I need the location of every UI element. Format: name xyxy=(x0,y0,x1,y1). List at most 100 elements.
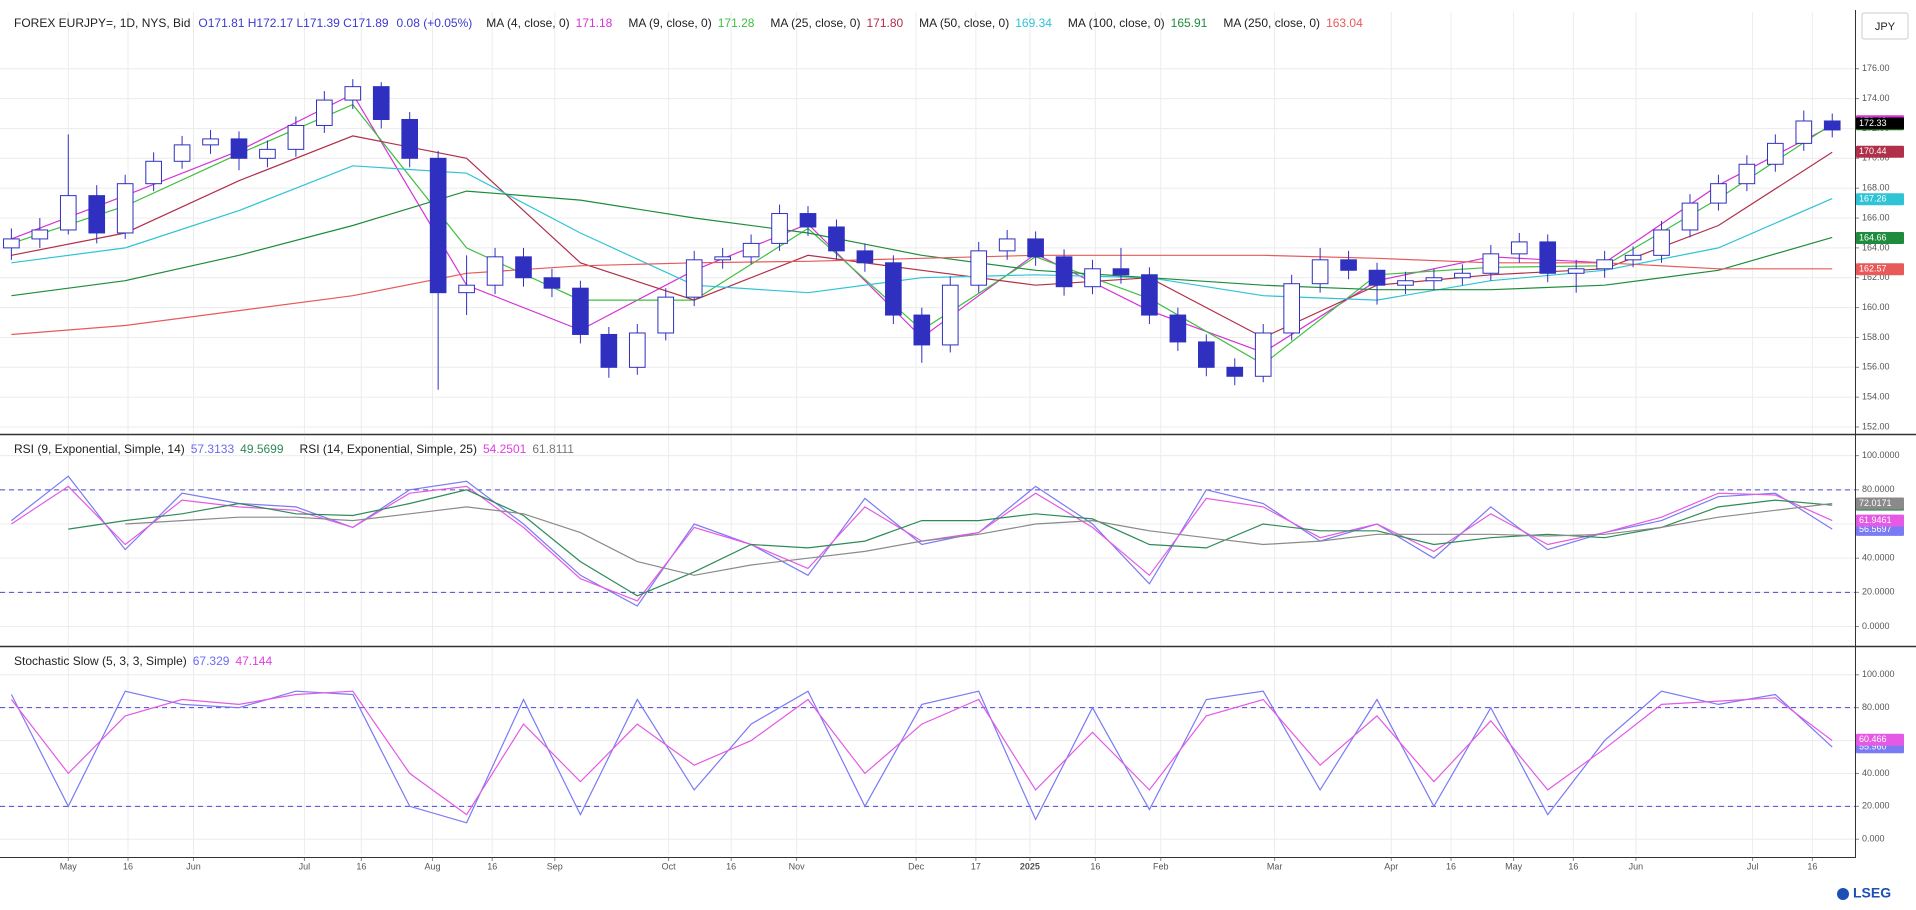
candle-body xyxy=(970,250,988,286)
legend-name: MA (250, close, 0) xyxy=(1223,16,1320,30)
candle-body xyxy=(486,256,504,286)
candle-body xyxy=(145,160,162,185)
candle-body xyxy=(913,314,931,346)
candle-body xyxy=(941,284,959,346)
candle-body xyxy=(1596,259,1613,270)
candle-body xyxy=(885,262,902,316)
candle-body xyxy=(828,226,845,252)
x-tick-label: May xyxy=(60,861,78,871)
indicator-line xyxy=(11,254,1833,336)
currency-label: JPY xyxy=(1875,21,1896,33)
legend-value: 57.3133 xyxy=(191,442,235,456)
y-tick-label: 40.0000 xyxy=(1862,553,1895,563)
x-tick-label: 16 xyxy=(1446,861,1456,871)
legend-value: 171.80 xyxy=(866,16,903,30)
candle-body xyxy=(316,99,333,126)
candle-body xyxy=(1226,366,1244,377)
y-tick-label: 0.000 xyxy=(1862,834,1885,844)
x-tick-label: Aug xyxy=(424,861,440,871)
candle-body xyxy=(31,229,49,240)
indicator-line xyxy=(11,135,1833,339)
candle-body xyxy=(799,213,817,228)
legend-value: 171.28 xyxy=(718,16,755,30)
logo-mark xyxy=(1837,888,1849,900)
legend-name: RSI (9, Exponential, Simple, 14) xyxy=(14,442,185,456)
candle-body xyxy=(116,183,134,234)
x-tick-label: 17 xyxy=(971,861,981,871)
candle-body xyxy=(1823,120,1841,131)
candle-body xyxy=(1738,163,1756,185)
currency-box[interactable] xyxy=(1861,12,1909,40)
price-label: 72.0171 xyxy=(1859,498,1892,508)
x-tick-label: Oct xyxy=(662,861,677,871)
candle-body xyxy=(1027,238,1044,258)
candle-body xyxy=(1425,277,1443,282)
price-label: 167.26 xyxy=(1859,194,1887,204)
indicator-line xyxy=(10,690,1833,824)
candle-body xyxy=(628,332,646,368)
y-tick-label: 158.00 xyxy=(1862,332,1890,342)
price-label-box xyxy=(1856,497,1904,510)
legend-name: MA (9, close, 0) xyxy=(628,16,711,30)
price-label-box xyxy=(1856,145,1904,158)
candle-body xyxy=(1254,332,1272,377)
candle-body xyxy=(202,138,219,146)
legend-value: 163.04 xyxy=(1326,16,1363,30)
candle-body xyxy=(1368,269,1386,286)
candle-body xyxy=(173,144,191,162)
legend-name: MA (100, close, 0) xyxy=(1068,16,1165,30)
candle-body xyxy=(657,296,675,334)
change-label: 0.08 (+0.05%) xyxy=(397,16,473,30)
candle-body xyxy=(230,138,248,159)
candle-body xyxy=(1510,241,1528,255)
legend-value: 67.329 xyxy=(193,654,230,668)
y-tick-label: 160.00 xyxy=(1862,302,1890,312)
x-tick-label: 16 xyxy=(123,861,133,871)
candle-body xyxy=(1710,183,1727,204)
candle-body xyxy=(1311,259,1329,285)
y-tick-label: 0.0000 xyxy=(1862,621,1890,631)
price-label-box xyxy=(1856,232,1904,245)
plot-layer xyxy=(3,79,1841,824)
candle-body xyxy=(1169,314,1187,343)
legend-value: 169.34 xyxy=(1015,16,1052,30)
candle-body xyxy=(1397,280,1414,286)
candle-body xyxy=(998,238,1016,252)
indicator-line xyxy=(68,489,1833,597)
candle-body xyxy=(1795,120,1813,144)
grid-layer xyxy=(0,12,1859,861)
x-tick-label: Jun xyxy=(1629,861,1644,871)
ohlc-label: O171.81 H172.17 L171.39 C171.89 xyxy=(198,16,388,30)
candle-body xyxy=(572,287,589,335)
x-tick-label: Jul xyxy=(1747,861,1759,871)
legend-name: MA (50, close, 0) xyxy=(919,16,1009,30)
candle-body xyxy=(372,86,390,120)
legend-value: 171.18 xyxy=(576,16,613,30)
y-tick-label: 80.0000 xyxy=(1862,484,1895,494)
y-tick-label: 154.00 xyxy=(1862,392,1890,402)
price-label: 164.66 xyxy=(1859,232,1887,242)
symbol-label: FOREX EURJPY=, 1D, NYS, Bid xyxy=(14,16,190,30)
price-label: 55.960 xyxy=(1859,742,1887,752)
candle-body xyxy=(259,148,276,159)
candle-body xyxy=(1539,241,1557,274)
x-tick-label: 16 xyxy=(726,861,736,871)
candle-body xyxy=(1283,283,1300,334)
candle-body xyxy=(3,238,20,249)
candle-body xyxy=(714,256,731,261)
price-label: 172.33 xyxy=(1859,118,1887,128)
price-label: 170.44 xyxy=(1859,146,1887,156)
candle-body xyxy=(1624,254,1642,261)
candle-body xyxy=(543,277,561,289)
y-tick-label: 40.000 xyxy=(1862,768,1890,778)
y-tick-label: 152.00 xyxy=(1862,421,1890,431)
brand-logo: LSEG xyxy=(1837,885,1891,901)
y-tick-label: 166.00 xyxy=(1862,212,1890,222)
label-layer: 152.00 154.00 156.00 158.00 160.00 162.00 164.… xyxy=(14,16,1904,871)
candle-body xyxy=(344,86,362,101)
price-label: 162.57 xyxy=(1859,264,1887,274)
candle-body xyxy=(1340,259,1357,271)
